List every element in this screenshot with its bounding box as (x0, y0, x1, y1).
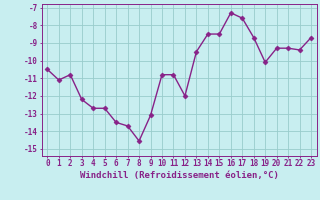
X-axis label: Windchill (Refroidissement éolien,°C): Windchill (Refroidissement éolien,°C) (80, 171, 279, 180)
